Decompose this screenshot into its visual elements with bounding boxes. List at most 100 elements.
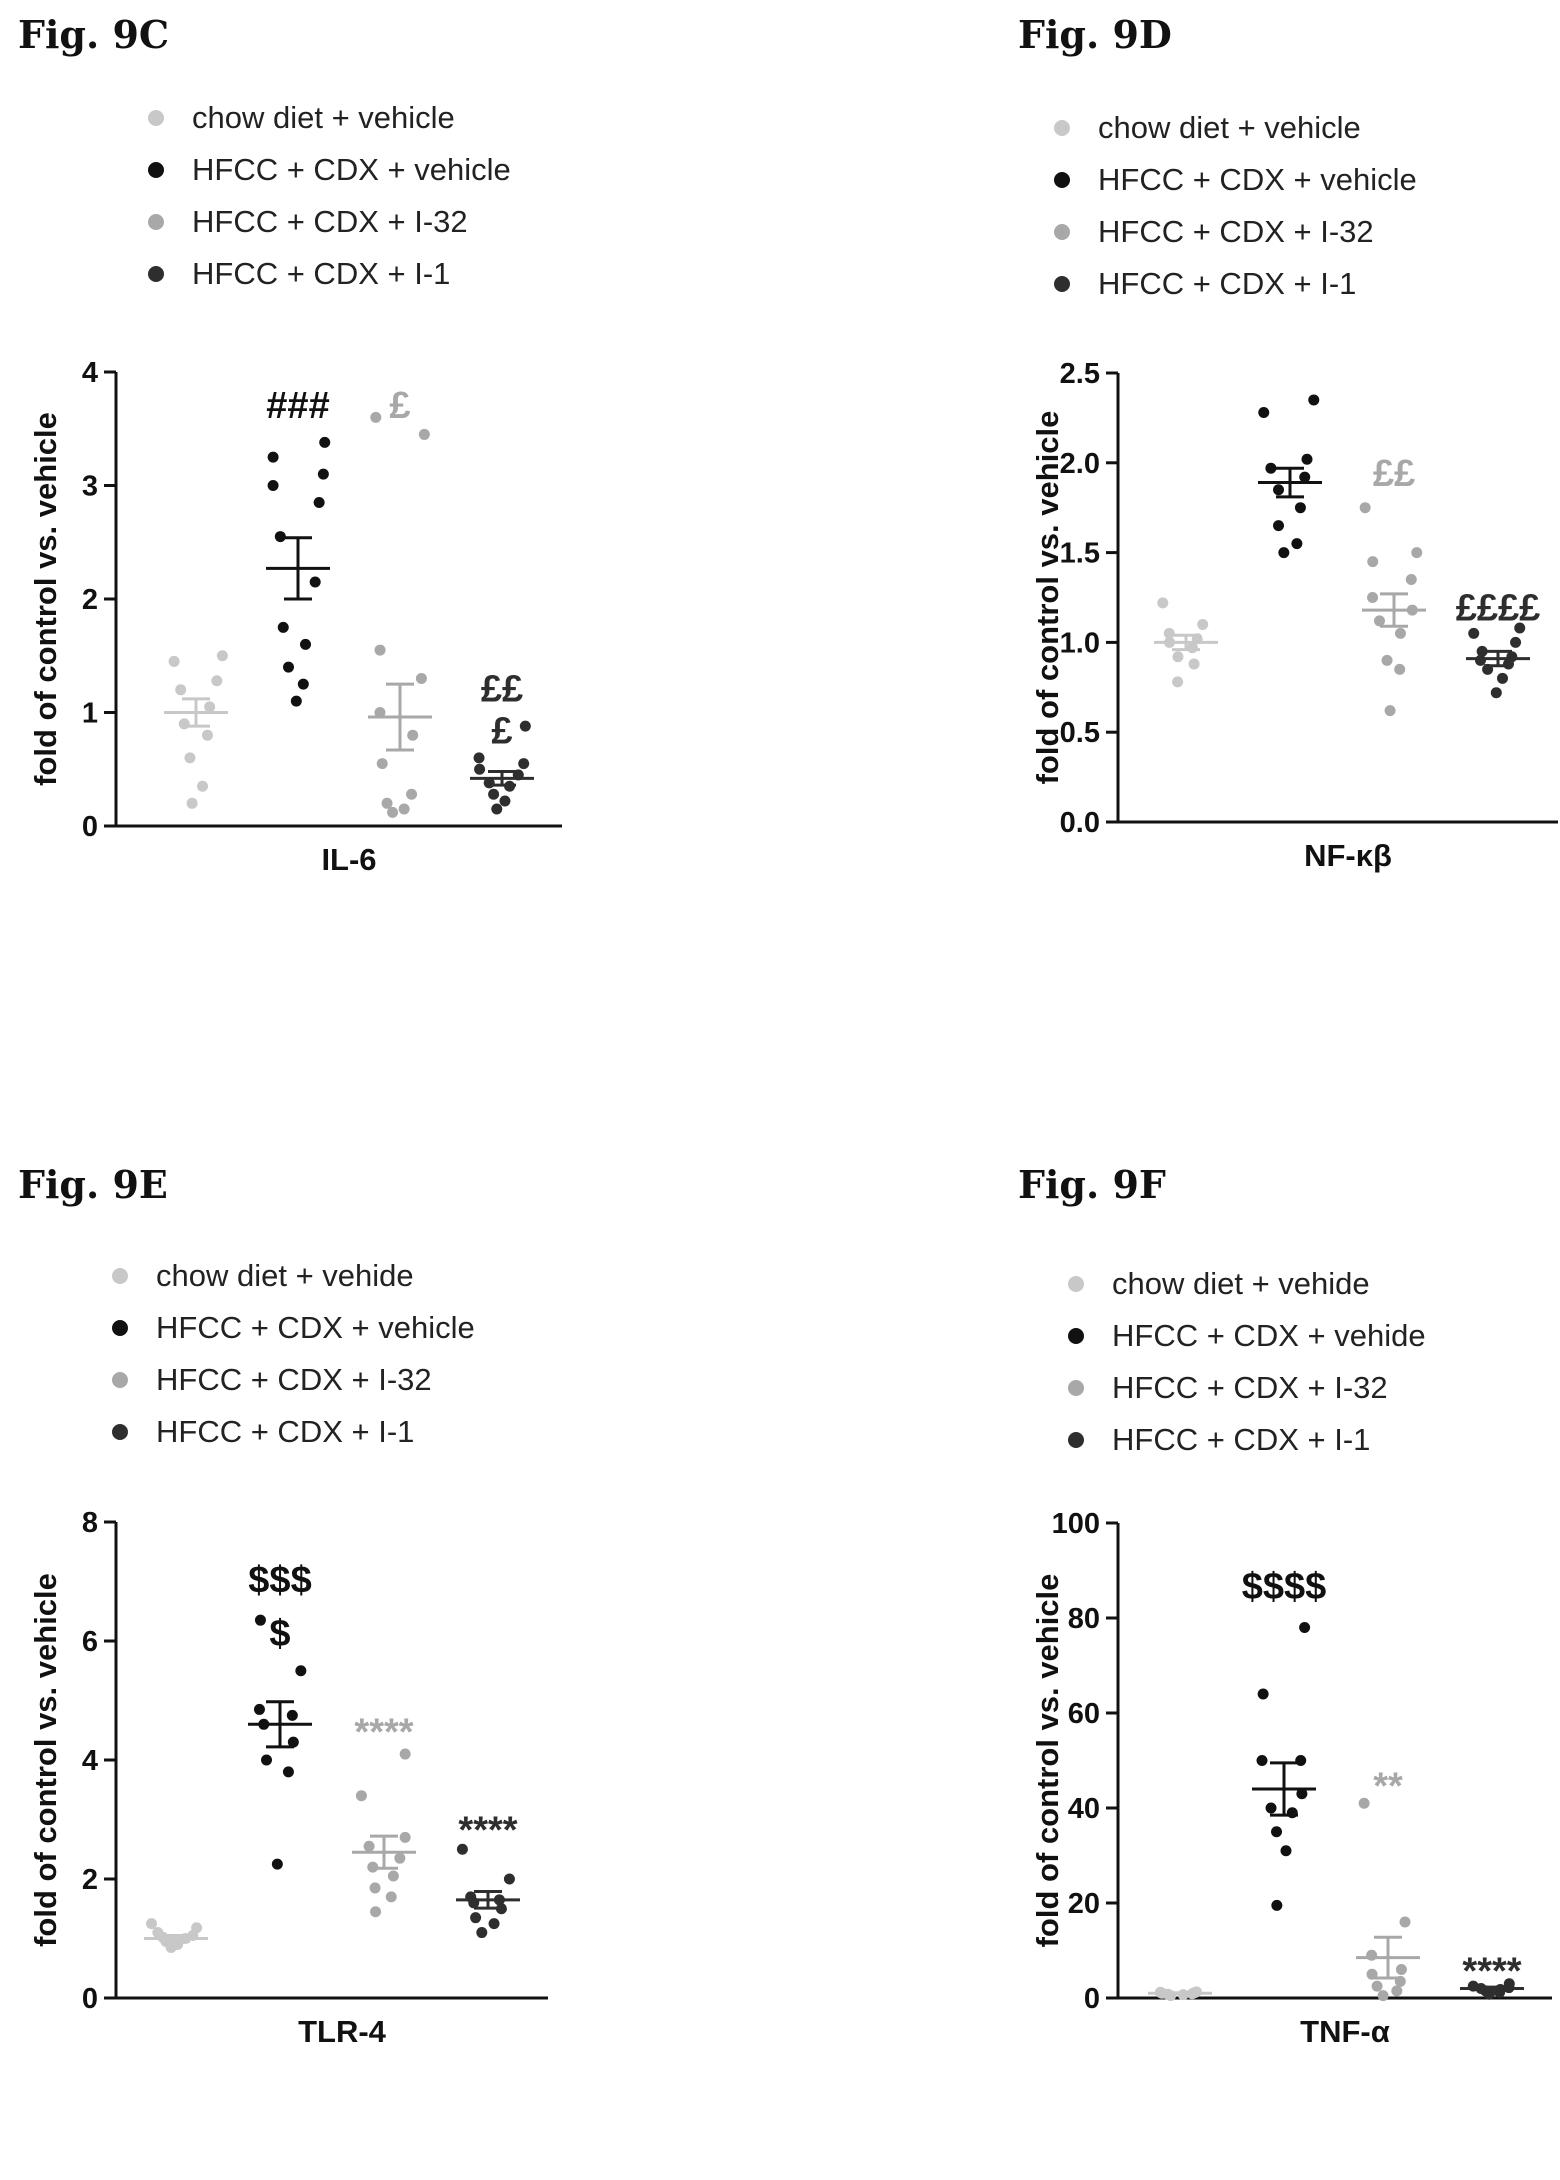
- data-point: [175, 684, 187, 696]
- data-point: [376, 758, 388, 770]
- data-point: [470, 1912, 482, 1924]
- legend-marker: [1054, 276, 1070, 292]
- y-tick-label: 1: [82, 698, 98, 730]
- legend-marker: [1068, 1380, 1084, 1396]
- y-axis-label: fold of control vs. vehicle: [1030, 1574, 1065, 1948]
- data-point: [253, 1703, 265, 1715]
- data-point: [1506, 651, 1518, 663]
- y-tick-label: 60: [1068, 1698, 1100, 1730]
- series-group: [352, 1748, 416, 1918]
- data-point: [274, 531, 286, 543]
- series-group: [1466, 622, 1530, 699]
- data-point: [168, 655, 180, 667]
- data-point: [201, 729, 213, 741]
- data-point: [1157, 597, 1169, 609]
- legend-marker: [1054, 172, 1070, 188]
- data-point: [1299, 471, 1311, 483]
- series-group: [266, 436, 331, 707]
- series-group: [456, 1843, 520, 1939]
- data-point: [1273, 520, 1285, 532]
- data-point: [1476, 645, 1488, 657]
- legend-label: HFCC + CDX + vehicle: [192, 152, 511, 187]
- data-point: [1172, 651, 1184, 663]
- legend-marker: [1068, 1432, 1084, 1448]
- data-point: [1280, 1845, 1292, 1857]
- y-tick-label: 0: [82, 811, 98, 843]
- legend-marker: [112, 1268, 128, 1284]
- data-point: [191, 1922, 203, 1934]
- significance-annotation: $: [269, 1613, 290, 1655]
- y-tick-label: 6: [82, 1626, 98, 1658]
- data-point: [286, 1709, 298, 1721]
- data-point: [1271, 1826, 1283, 1838]
- series-group: [1460, 1978, 1524, 2000]
- y-tick-label: 80: [1068, 1603, 1100, 1635]
- data-point: [370, 1906, 382, 1918]
- data-point: [1358, 1797, 1370, 1809]
- series-group: [164, 650, 228, 809]
- legend: chow diet + vehicle HFCC + CDX + vehicle…: [148, 92, 511, 300]
- legend-marker: [1068, 1328, 1084, 1344]
- data-point: [1359, 502, 1371, 514]
- significance-annotation: £: [491, 711, 512, 753]
- y-tick-label: 40: [1068, 1793, 1100, 1825]
- data-point: [488, 1918, 500, 1930]
- data-point: [282, 1766, 294, 1778]
- data-point: [381, 797, 393, 809]
- y-tick-label: 0.5: [1060, 717, 1100, 749]
- data-point: [216, 650, 228, 662]
- data-point: [374, 707, 386, 718]
- data-point: [1377, 1990, 1389, 2002]
- data-point: [1256, 1755, 1268, 1766]
- y-tick-label: 0: [1084, 1983, 1100, 2015]
- legend-label: HFCC + CDX + I-32: [1112, 1370, 1388, 1405]
- legend-marker: [112, 1424, 128, 1440]
- legend-item-vehicle: HFCC + CDX + vehide: [1068, 1310, 1426, 1362]
- legend: chow diet + vehide HFCC + CDX + vehide H…: [1068, 1258, 1426, 1466]
- data-point: [277, 621, 289, 633]
- significance-annotation: ****: [354, 1711, 413, 1753]
- data-point: [456, 1843, 468, 1855]
- data-point: [1291, 538, 1303, 550]
- legend-item-i1: HFCC + CDX + I-1: [1054, 258, 1417, 310]
- figure-panel-9c: Fig. 9C chow diet + vehicle HFCC + CDX +…: [0, 0, 780, 1030]
- data-point: [1510, 636, 1522, 648]
- legend-label: HFCC + CDX + vehicle: [156, 1310, 475, 1345]
- data-point: [317, 468, 329, 480]
- legend-item-i1: HFCC + CDX + I-1: [148, 248, 511, 300]
- data-point: [399, 1748, 411, 1760]
- data-point: [399, 1831, 411, 1843]
- series-group: [1252, 1622, 1316, 1911]
- data-point: [297, 678, 309, 690]
- legend-item-i32: HFCC + CDX + I-32: [1054, 206, 1417, 258]
- legend-item-chow: chow diet + vehicle: [1054, 102, 1417, 154]
- data-point: [519, 720, 531, 732]
- data-point: [1395, 1964, 1407, 1975]
- data-point: [1172, 676, 1184, 688]
- scatter-plot: 0 20 40 60 80 100 fold of control vs. vehicle T…: [1030, 1508, 1552, 2049]
- significance-annotation: ££££: [1456, 587, 1541, 629]
- legend-label: HFCC + CDX + vehicle: [1098, 162, 1417, 197]
- data-point: [491, 803, 503, 815]
- data-point: [1296, 1788, 1308, 1800]
- data-point: [1514, 622, 1526, 634]
- scatter-plot: 0.0 0.5 1.0 1.5 2.0 2.5 fold of control vs. ve…: [1030, 358, 1558, 873]
- y-tick-label: 0.0: [1060, 807, 1100, 839]
- legend-marker: [148, 214, 164, 230]
- data-point: [518, 758, 530, 770]
- legend-label: HFCC + CDX + I-1: [1112, 1422, 1371, 1457]
- significance-annotation: £: [389, 385, 410, 427]
- data-point: [1265, 1802, 1277, 1814]
- data-point: [374, 644, 386, 656]
- panel-title: Fig. 9C: [18, 12, 170, 57]
- panel-title: Fig. 9D: [1018, 12, 1172, 57]
- x-axis-label: IL-6: [321, 842, 376, 877]
- legend-item-vehicle: HFCC + CDX + vehicle: [148, 144, 511, 196]
- data-point: [503, 1873, 515, 1885]
- y-tick-label: 3: [82, 471, 98, 503]
- data-point: [1391, 1985, 1403, 1997]
- data-point: [387, 1870, 399, 1882]
- data-point: [474, 763, 486, 775]
- data-point: [254, 1614, 266, 1626]
- data-point: [488, 788, 500, 800]
